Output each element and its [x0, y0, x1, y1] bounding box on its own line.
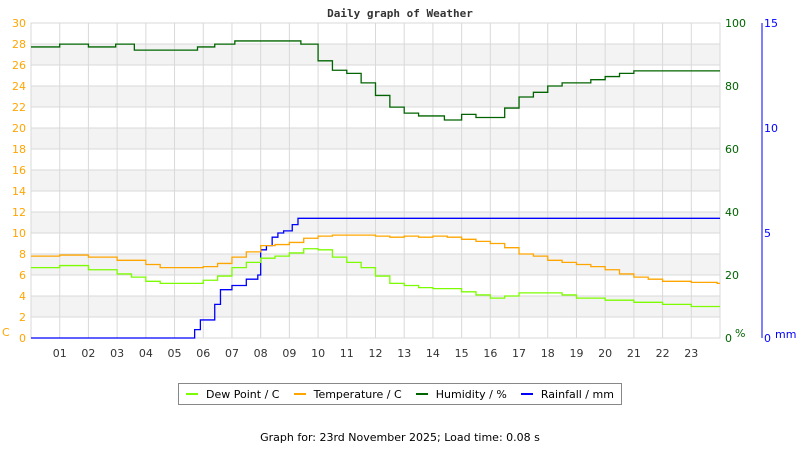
y-tick-label-left: 6 — [19, 269, 26, 282]
x-tick-label: 15 — [455, 347, 469, 360]
legend-item-temperature: Temperature / C — [293, 387, 402, 401]
x-tick-label: 02 — [81, 347, 95, 360]
x-tick-label: 06 — [196, 347, 210, 360]
y-tick-label-left: 24 — [12, 80, 26, 93]
x-tick-label: 01 — [53, 347, 67, 360]
legend-item-humidity: Humidity / % — [415, 387, 507, 401]
series-line-rainfall — [31, 217, 720, 339]
y-tick-label-right: 40 — [725, 206, 739, 219]
y-tick-label-right: 80 — [725, 80, 739, 93]
rain-tick-label: 5 — [764, 227, 771, 240]
x-tick-label: 17 — [512, 347, 526, 360]
x-tick-label: 18 — [541, 347, 555, 360]
legend-swatch — [293, 393, 306, 395]
x-tick-label: 14 — [426, 347, 440, 360]
x-tick-label: 19 — [569, 347, 583, 360]
x-tick-label: 22 — [656, 347, 670, 360]
x-tick-label: 23 — [684, 347, 698, 360]
legend-item-rainfall: Rainfall / mm — [520, 387, 614, 401]
y-tick-label-left: 8 — [19, 248, 26, 261]
chart-title: Daily graph of Weather — [327, 7, 473, 20]
rain-tick-label: 0 — [764, 332, 771, 345]
y-tick-label-left: 16 — [12, 164, 26, 177]
y-tick-label-left: 18 — [12, 143, 26, 156]
y-tick-label-left: 26 — [12, 59, 26, 72]
y-tick-label-right: 100 — [725, 17, 746, 30]
plot-border — [30, 22, 721, 339]
y-tick-label-left: 2 — [19, 311, 26, 324]
y-tick-label-left: 14 — [12, 185, 26, 198]
x-tick-label: 03 — [110, 347, 124, 360]
rain-tick-label: 15 — [764, 17, 778, 30]
legend-swatch — [186, 393, 199, 395]
legend-swatch — [415, 393, 428, 395]
y-tick-label-left: 30 — [12, 17, 26, 30]
x-tick-label: 11 — [340, 347, 354, 360]
x-tick-label: 07 — [225, 347, 239, 360]
legend-label: Rainfall / mm — [540, 387, 614, 401]
y-tick-label-left: 10 — [12, 227, 26, 240]
x-tick-label: 05 — [168, 347, 182, 360]
legend-item-dew-point: Dew Point / C — [186, 388, 279, 401]
y-tick-label-left: 4 — [19, 290, 26, 303]
y-tick-label-left: 0 — [19, 332, 26, 345]
y-tick-label-right: 20 — [725, 269, 739, 282]
x-tick-label: 10 — [311, 347, 325, 360]
legend-label: Dew Point / C — [206, 387, 280, 401]
x-tick-label: 09 — [282, 347, 296, 360]
legend-swatch — [520, 393, 533, 395]
y-tick-label-left: 12 — [12, 206, 26, 219]
x-tick-label: 12 — [369, 347, 383, 360]
legend-label: Humidity / % — [435, 387, 507, 401]
y-tick-label-right: 0 — [725, 332, 732, 345]
series-line-humidity — [31, 40, 720, 121]
graph-footer: Graph for: 23rd November 2025; Load time… — [260, 431, 540, 444]
y-tick-label-left: 28 — [12, 38, 26, 51]
rain-axis-unit: mm — [775, 328, 796, 341]
left-axis-unit: C — [2, 326, 10, 339]
x-tick-label: 16 — [483, 347, 497, 360]
y-tick-label-left: 20 — [12, 122, 26, 135]
x-tick-label: 13 — [397, 347, 411, 360]
series-line-temperature — [31, 234, 720, 285]
x-tick-label: 04 — [139, 347, 153, 360]
x-tick-label: 08 — [254, 347, 268, 360]
y-tick-label-left: 22 — [12, 101, 26, 114]
legend: Dew Point / C Temperature / C Humidity /… — [178, 383, 622, 405]
x-tick-label: 21 — [627, 347, 641, 360]
x-tick-label: 20 — [598, 347, 612, 360]
legend-label: Temperature / C — [313, 387, 402, 401]
right-axis-unit: % — [735, 327, 745, 340]
rain-tick-label: 10 — [764, 122, 778, 135]
series-line-dew-point — [31, 248, 720, 308]
y-tick-label-right: 60 — [725, 143, 739, 156]
